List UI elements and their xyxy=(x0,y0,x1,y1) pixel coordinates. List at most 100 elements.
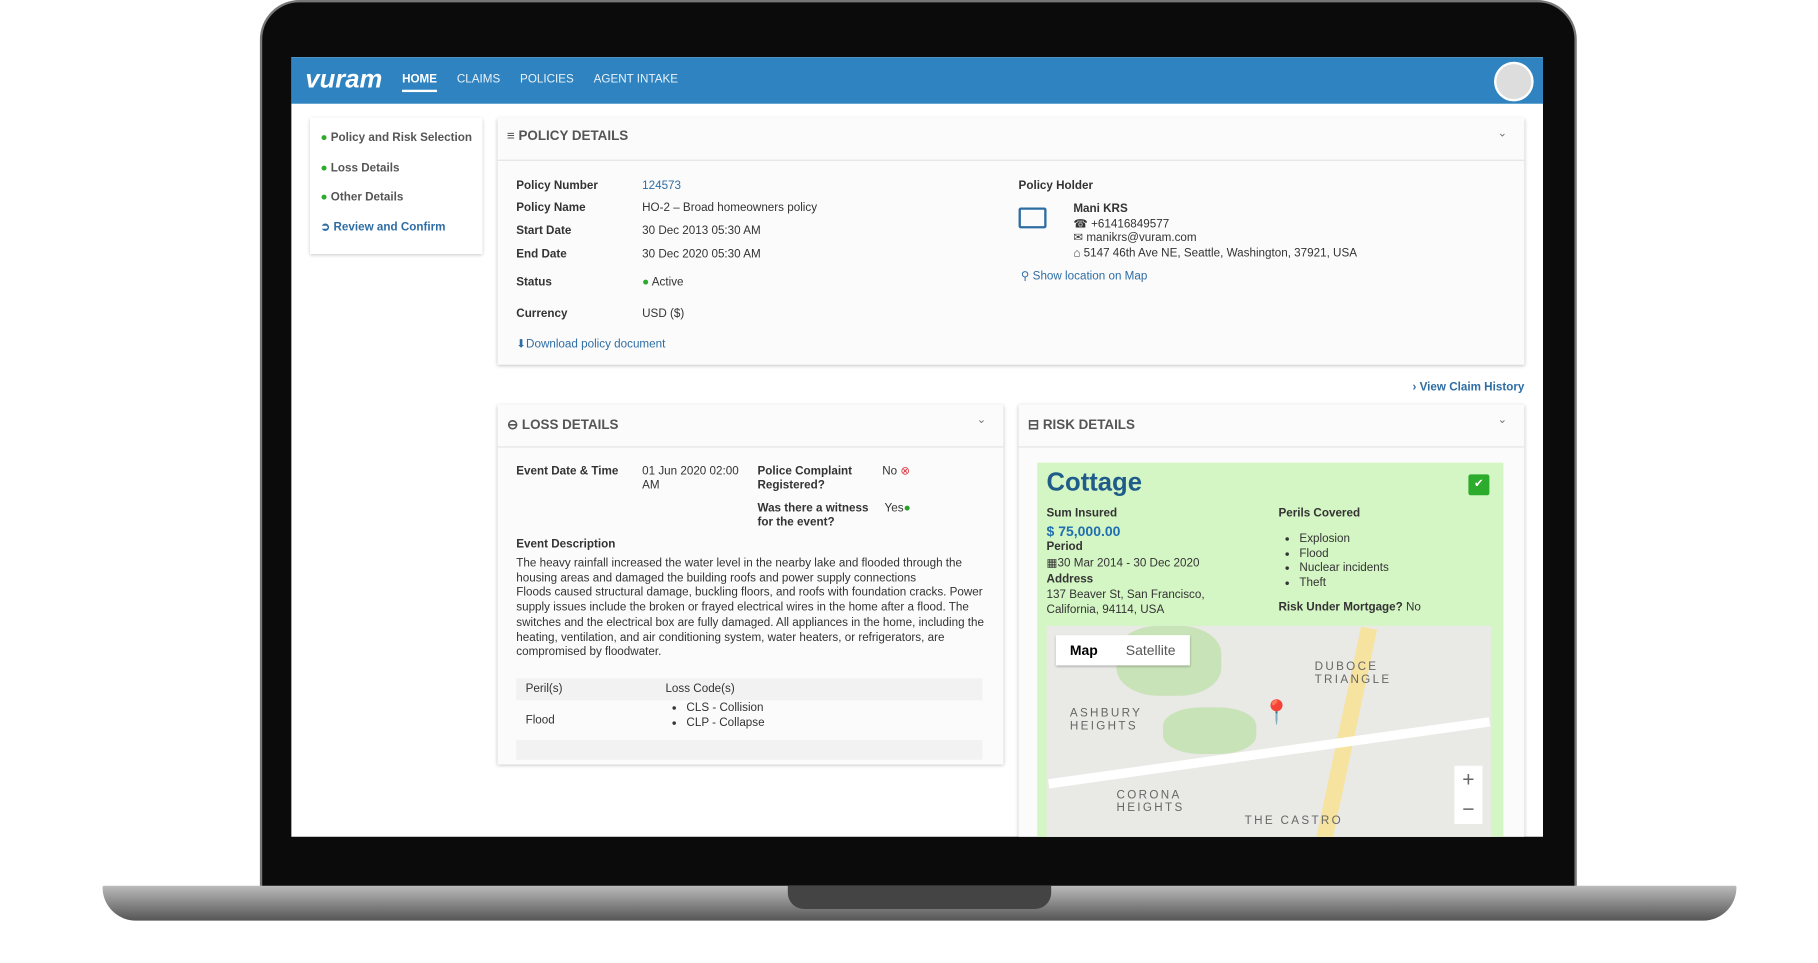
chevron[interactable]: ⌄ xyxy=(1497,127,1508,140)
value: USD ($) xyxy=(642,307,685,321)
step[interactable]: ● Policy and Risk Selection xyxy=(320,132,471,145)
label: Period xyxy=(1046,540,1083,554)
loss-code: CLP - Collapse xyxy=(686,716,764,731)
screen: vuram HOME CLAIMS POLICIES AGENT INTAKE ● P… xyxy=(291,57,1543,837)
step-icon: ● xyxy=(320,131,331,145)
field-value: ● Active xyxy=(642,276,683,289)
period: 30 Mar 2014 - 30 Dec 2020 xyxy=(1057,557,1200,570)
zoom[interactable]: + − xyxy=(1454,765,1483,824)
label: Police Complaint Registered? xyxy=(757,464,853,492)
holder-label: Policy Holder xyxy=(1018,179,1094,193)
desc-paragraph: The heavy rainfall increased the water l… xyxy=(516,557,963,585)
th: Loss Code(s) xyxy=(665,682,735,696)
field-label: End Date xyxy=(516,248,567,262)
map-tab[interactable]: Map xyxy=(1069,642,1098,659)
nav-item[interactable]: POLICIES xyxy=(520,73,574,87)
field-value: HO-2 – Broad homeowners policy xyxy=(642,202,817,215)
field-label: Currency xyxy=(516,307,568,321)
label: Event Date & Time xyxy=(516,464,619,478)
step[interactable]: ● Other Details xyxy=(320,191,403,204)
nav-item[interactable]: CLAIMS xyxy=(456,73,501,87)
field-value: USD ($) xyxy=(642,308,684,321)
title: RISK DETAILS xyxy=(1042,418,1135,433)
th: Peril(s) xyxy=(525,682,563,696)
value: HO-2 – Broad homeowners policy xyxy=(642,201,818,215)
step[interactable]: ● Loss Details xyxy=(320,161,399,174)
peril-table: Peril(s) Loss Code(s) Flood CLS - Collis… xyxy=(516,678,983,760)
pin: 📍 xyxy=(1262,700,1292,727)
value: Active xyxy=(651,276,684,290)
step-icon: ➲ xyxy=(320,220,334,234)
step-label: Other Details xyxy=(330,191,404,204)
value: 30 Dec 2020 05:30 AM xyxy=(642,248,761,262)
desc-paragraph: Floods caused structural damage, bucklin… xyxy=(516,586,985,659)
value: No xyxy=(882,464,898,478)
download: Download policy document xyxy=(526,337,666,351)
field-label: Status xyxy=(516,276,552,290)
status-icon: ● xyxy=(642,276,652,290)
step-label: Review and Confirm xyxy=(333,220,446,234)
loss-code: CLS - Collision xyxy=(686,702,764,717)
nav-item[interactable]: HOME xyxy=(402,73,438,93)
td: Flood xyxy=(525,714,555,728)
label: Event Description xyxy=(516,538,616,552)
peril: Explosion xyxy=(1299,533,1388,548)
history-link[interactable]: › View Claim History xyxy=(1412,381,1525,394)
phone: +61416849577 xyxy=(1091,217,1170,231)
field-label: Policy Number xyxy=(516,179,598,193)
panel-title: ≡ POLICY DETAILS xyxy=(506,129,629,144)
step-label: Loss Details xyxy=(330,161,400,175)
download-link[interactable]: ⬇Download policy document xyxy=(516,337,666,351)
peril: Theft xyxy=(1299,576,1388,591)
label: Risk Under Mortgage? xyxy=(1278,601,1403,615)
checkbox[interactable]: ✔ xyxy=(1468,474,1490,496)
sum: $ 75,000.00 xyxy=(1046,523,1121,540)
field-value: 30 Dec 2013 05:30 AM xyxy=(642,225,761,238)
peril: Flood xyxy=(1299,547,1388,562)
step-icon: ● xyxy=(320,161,331,175)
history: View Claim History xyxy=(1419,381,1525,394)
top-bar: vuram HOME CLAIMS POLICIES AGENT INTAKE xyxy=(291,57,1543,104)
value: 30 Dec 2013 05:30 AM xyxy=(642,224,761,238)
map-label: THE CASTRO xyxy=(1244,814,1344,828)
email: manikrs@vuram.com xyxy=(1086,231,1197,245)
step-icon: ● xyxy=(320,191,331,204)
map[interactable]: 📍 Map Satellite + − DUBOCE TRIANGLE ASHBURY… xyxy=(1046,625,1492,837)
holder-name: Mani KRS xyxy=(1073,202,1128,216)
chevron[interactable]: ⌄ xyxy=(1497,413,1508,427)
nav: HOME CLAIMS POLICIES AGENT INTAKE xyxy=(402,73,679,93)
map-tab[interactable]: Satellite xyxy=(1125,642,1176,659)
chevron[interactable]: ⌄ xyxy=(976,413,987,427)
map-label: DUBOCE TRIANGLE xyxy=(1314,660,1392,687)
step-nav: ● Policy and Risk Selection ● Loss Detail… xyxy=(309,117,483,255)
risk-card: Cottage ✔ Sum Insured $ 75,000.00 Period… xyxy=(1037,462,1504,837)
map-link[interactable]: ⚲ Show location on Map xyxy=(1020,270,1148,284)
label: Was there a witness for the event? xyxy=(757,502,869,530)
step[interactable]: ➲ Review and Confirm xyxy=(320,221,445,234)
value: Yes xyxy=(884,502,904,516)
avatar[interactable] xyxy=(1494,61,1534,102)
nav-item[interactable]: AGENT INTAKE xyxy=(593,73,679,87)
step-label: Policy and Risk Selection xyxy=(330,131,472,145)
map-label: ASHBURY HEIGHTS xyxy=(1069,707,1143,734)
value: 124573 xyxy=(642,179,682,193)
label: Address xyxy=(1046,573,1094,587)
address: 137 Beaver St, San Francisco, California… xyxy=(1046,588,1205,616)
policy-panel: ≡ POLICY DETAILS ⌄ Policy Number 124573 Po… xyxy=(497,117,1525,365)
label: Sum Insured xyxy=(1046,506,1118,520)
id-icon xyxy=(1018,207,1047,229)
field-value: 124573 xyxy=(642,179,681,192)
risk-name: Cottage xyxy=(1046,467,1142,497)
title: POLICY DETAILS xyxy=(518,129,629,144)
title: LOSS DETAILS xyxy=(521,418,619,433)
value: 01 Jun 2020 02:00 AM xyxy=(642,464,739,492)
label: Perils Covered xyxy=(1278,506,1361,520)
loss-panel: ⊖ LOSS DETAILS ⌄ Event Date & Time 01 Ju… xyxy=(497,404,1004,765)
field-value: 30 Dec 2020 05:30 AM xyxy=(642,248,761,261)
risk-panel: ⊟ RISK DETAILS ⌄ Cottage ✔ Sum Insured $… xyxy=(1018,404,1525,837)
address: 5147 46th Ave NE, Seattle, Washington, 3… xyxy=(1083,247,1358,260)
value: No xyxy=(1406,601,1421,615)
field-label: Start Date xyxy=(516,224,572,238)
